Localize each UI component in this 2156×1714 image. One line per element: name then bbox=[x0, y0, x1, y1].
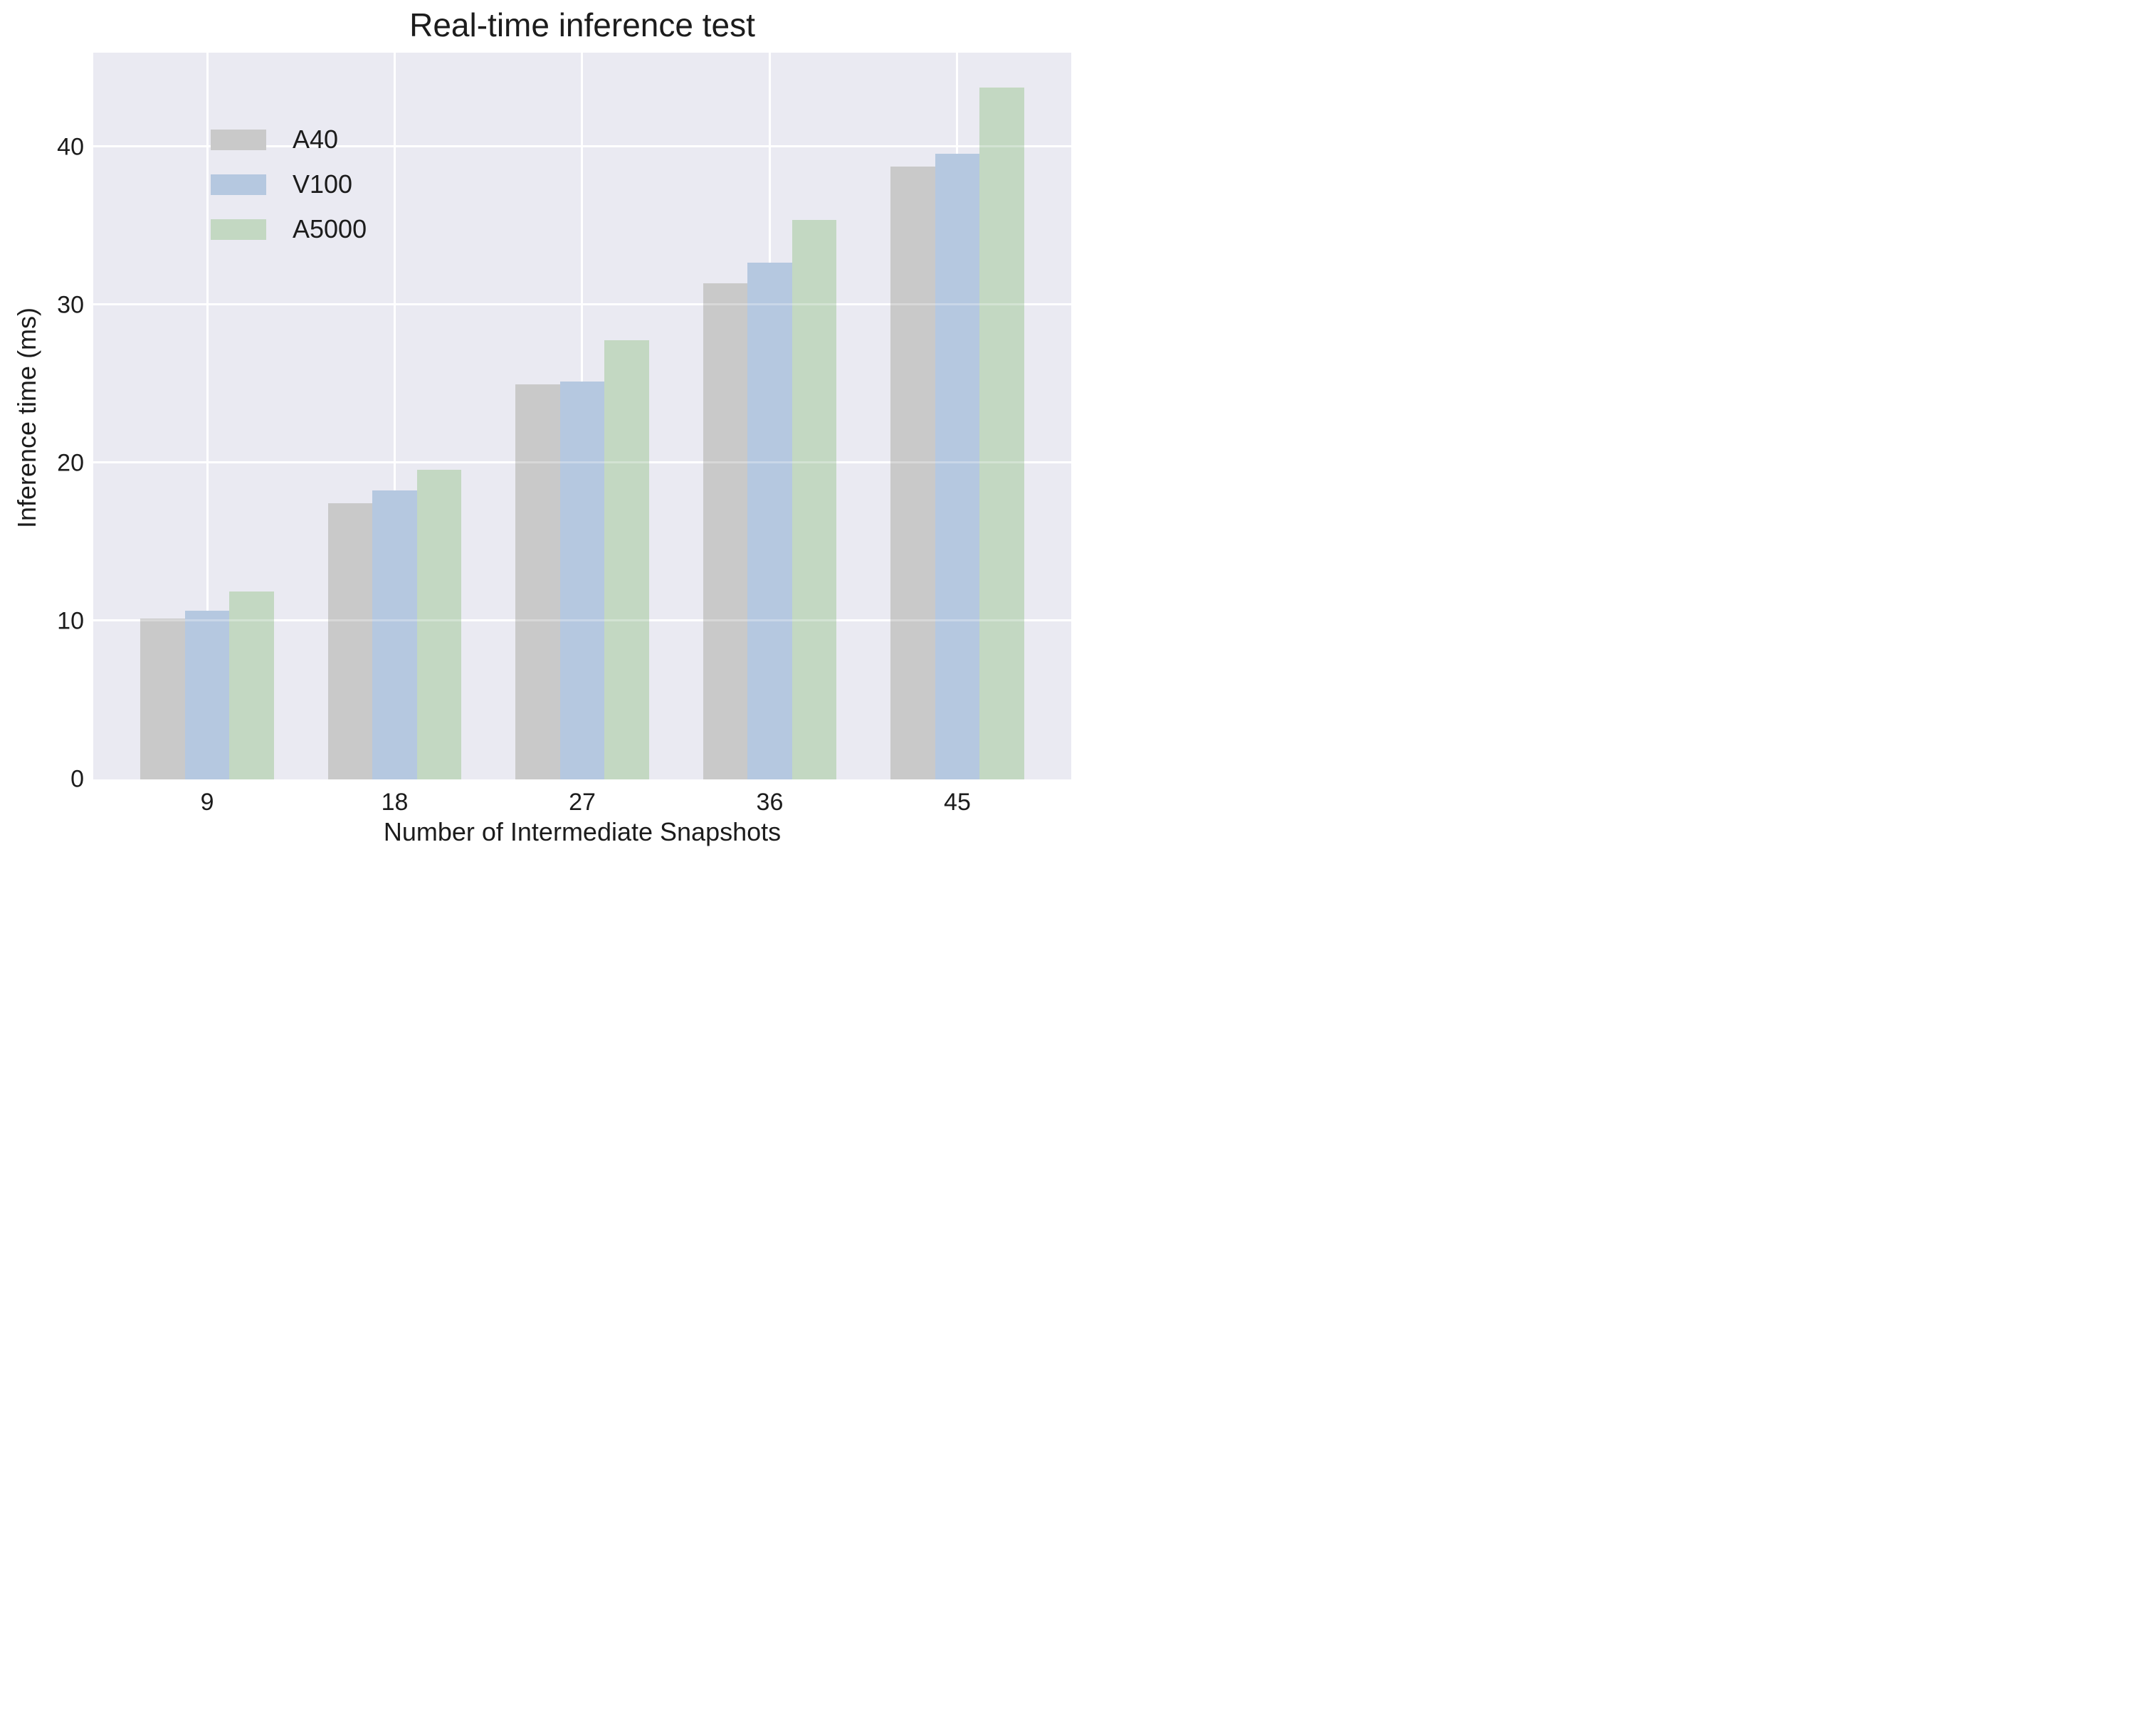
bar-group-9 bbox=[113, 53, 300, 779]
y-axis-label: Inference time (ms) bbox=[12, 307, 41, 529]
legend-swatch-A40 bbox=[211, 129, 266, 150]
bar-A40-18 bbox=[327, 503, 373, 779]
bars-18 bbox=[301, 53, 488, 779]
bar-groups bbox=[93, 53, 1071, 779]
legend-item-A40: A40 bbox=[211, 127, 367, 152]
legend-item-V100: V100 bbox=[211, 172, 367, 197]
x-axis-label: Number of Intermediate Snapshots bbox=[383, 817, 782, 846]
y-tick-label-0: 0 bbox=[70, 765, 84, 793]
h-gridline-overlay-40 bbox=[93, 145, 1071, 148]
bar-V100-36 bbox=[747, 263, 792, 779]
v-gridline-18 bbox=[394, 53, 396, 779]
bar-A40-36 bbox=[703, 283, 748, 779]
bars-36 bbox=[676, 53, 863, 779]
bar-group-18 bbox=[301, 53, 488, 779]
y-tick-label-20: 20 bbox=[57, 449, 84, 477]
y-tick-label-40: 40 bbox=[57, 133, 84, 161]
bar-A40-27 bbox=[515, 384, 560, 779]
legend-label-A5000: A5000 bbox=[293, 214, 367, 243]
bar-V100-45 bbox=[935, 154, 980, 779]
x-tick-label-45: 45 bbox=[944, 789, 971, 816]
bar-A5000-9 bbox=[229, 591, 274, 779]
bar-V100-18 bbox=[372, 490, 417, 779]
x-tick-label-9: 9 bbox=[200, 789, 214, 816]
legend-swatch-A5000 bbox=[211, 219, 266, 240]
legend-label-A40: A40 bbox=[293, 125, 339, 154]
bar-A40-9 bbox=[140, 618, 185, 779]
plot-area: A40 V100 A5000 bbox=[93, 53, 1071, 779]
bar-A40-45 bbox=[890, 166, 935, 779]
bar-A5000-27 bbox=[604, 340, 649, 779]
bar-A5000-45 bbox=[979, 87, 1024, 779]
bar-group-27 bbox=[488, 53, 675, 779]
x-tick-label-18: 18 bbox=[381, 789, 409, 816]
h-gridline-overlay-30 bbox=[93, 303, 1071, 306]
legend-label-V100: V100 bbox=[293, 169, 353, 199]
h-gridline-overlay-20 bbox=[93, 461, 1071, 464]
bars-45 bbox=[863, 53, 1051, 779]
y-tick-label-30: 30 bbox=[57, 291, 84, 319]
bar-V100-27 bbox=[559, 381, 605, 779]
bar-group-36 bbox=[676, 53, 863, 779]
bar-group-45 bbox=[863, 53, 1051, 779]
h-gridline-overlay-10 bbox=[93, 619, 1071, 622]
bars-27 bbox=[488, 53, 675, 779]
legend-swatch-V100 bbox=[211, 174, 266, 195]
figure: Real-time inference test A40 V100 A5000 0 1… bbox=[0, 0, 1078, 857]
bar-A5000-18 bbox=[416, 469, 462, 779]
chart-title: Real-time inference test bbox=[409, 6, 755, 43]
legend: A40 V100 A5000 bbox=[211, 127, 367, 242]
y-tick-label-10: 10 bbox=[57, 607, 84, 635]
bars-9 bbox=[113, 53, 300, 779]
bar-A5000-36 bbox=[792, 220, 837, 779]
x-tick-label-27: 27 bbox=[569, 789, 596, 816]
v-gridline-9 bbox=[206, 53, 209, 779]
legend-item-A5000: A5000 bbox=[211, 216, 367, 242]
x-tick-label-36: 36 bbox=[756, 789, 784, 816]
bar-V100-9 bbox=[184, 610, 230, 779]
